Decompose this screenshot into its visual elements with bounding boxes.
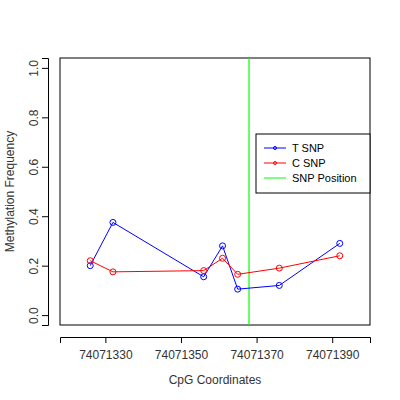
x-tick-label: 74071330 <box>79 348 133 362</box>
y-tick: 0.4 <box>27 208 48 225</box>
y-axis: 0.0 0.2 0.4 0.6 0.8 1.0 <box>27 59 49 326</box>
plot-frame <box>60 58 370 325</box>
series-line <box>90 256 340 275</box>
series-point <box>87 258 93 264</box>
x-tick-mark <box>105 337 106 343</box>
legend-swatch <box>264 148 286 149</box>
y-tick-label: 0.2 <box>27 258 41 275</box>
series-point <box>201 274 207 280</box>
series-point <box>110 219 116 225</box>
x-tick: 74071350 <box>155 337 209 362</box>
x-tick: 74071330 <box>79 337 133 362</box>
series-point <box>220 255 226 261</box>
y-tick-mark <box>42 315 48 316</box>
y-axis-line <box>42 59 49 326</box>
x-axis: 74071330 74071350 74071370 74071390 <box>61 337 371 362</box>
series-point <box>235 271 241 277</box>
series-point <box>220 243 226 249</box>
series-point <box>201 268 207 274</box>
y-tick-label: 0.6 <box>27 159 41 176</box>
series-point <box>276 282 282 288</box>
x-tick-label: 74071350 <box>155 348 209 362</box>
y-tick-mark <box>42 117 48 118</box>
legend-swatch <box>264 163 286 164</box>
x-tick: 74071390 <box>306 337 360 362</box>
series-line <box>90 222 340 289</box>
legend-box <box>256 134 370 193</box>
legend-swatch <box>264 178 286 179</box>
y-axis-title: Methylation Frequency <box>3 131 17 252</box>
y-tick-mark <box>42 167 48 168</box>
x-tick: 74071370 <box>230 337 284 362</box>
y-tick: 1.0 <box>27 60 48 77</box>
y-tick-label: 1.0 <box>27 60 41 77</box>
series-point <box>235 286 241 292</box>
x-tick-mark <box>257 337 258 343</box>
y-tick: 0.6 <box>27 159 48 176</box>
legend-marker <box>274 162 277 165</box>
y-tick-mark <box>42 68 48 69</box>
series-point <box>110 269 116 275</box>
x-axis-line <box>61 338 371 344</box>
y-tick-label: 0.8 <box>27 109 41 126</box>
y-tick: 0.8 <box>27 109 48 126</box>
legend-entry: T SNP <box>264 142 324 154</box>
legend: T SNP C SNP SNP Position <box>256 134 370 193</box>
series-point <box>337 253 343 259</box>
y-tick-label: 0.4 <box>27 208 41 225</box>
legend-entry: SNP Position <box>264 172 357 184</box>
x-tick-mark <box>332 337 333 343</box>
y-tick: 0.0 <box>27 307 48 324</box>
y-tick-mark <box>42 216 48 217</box>
legend-label: C SNP <box>292 157 326 169</box>
y-tick-label: 0.0 <box>27 307 41 324</box>
legend-entry: C SNP <box>264 157 326 169</box>
y-tick-mark <box>42 266 48 267</box>
snp-position-line <box>248 58 249 325</box>
x-tick-mark <box>181 337 182 343</box>
legend-label: SNP Position <box>292 172 357 184</box>
chart: 740713307407135074071370740713900.00.20.… <box>0 0 400 400</box>
x-axis-title: CpG Coordinates <box>169 373 262 387</box>
series-point <box>337 240 343 246</box>
legend-marker <box>274 147 277 150</box>
y-tick: 0.2 <box>27 258 48 275</box>
x-tick-label: 74071390 <box>306 348 360 362</box>
x-tick-label: 74071370 <box>230 348 284 362</box>
legend-label: T SNP <box>292 142 324 154</box>
series-point <box>276 265 282 271</box>
